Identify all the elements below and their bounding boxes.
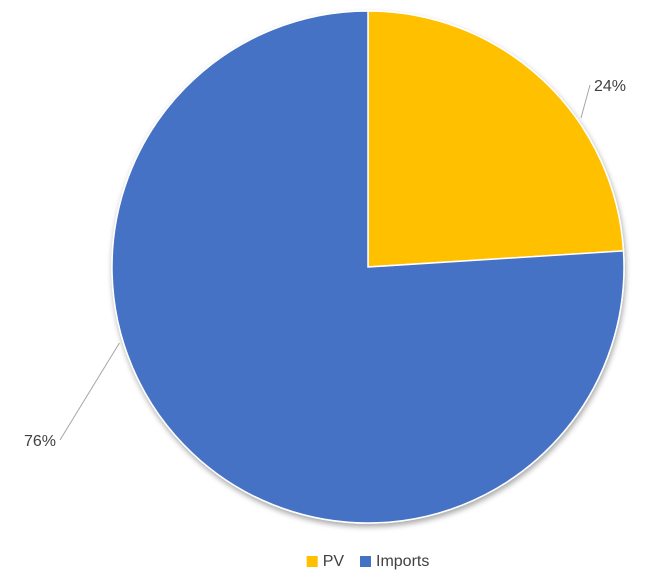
legend-swatch-pv [306,556,318,567]
legend-label-imports: Imports [376,553,429,570]
pie-slice-imports [111,10,625,524]
legend-swatch-imports [360,556,371,567]
data-label-pv: 24% [594,78,626,95]
leader-lines [59,84,591,441]
legend-label-pv: PV [323,553,345,570]
data-label-imports: 76% [24,433,56,450]
legend-item-pv: PV [306,553,345,570]
pie-slices [111,10,625,524]
legend-item-imports: Imports [360,553,429,570]
leader-line-imports [59,342,120,441]
data-labels: 24% 76% [24,78,626,450]
pie-slice-pv [367,10,625,268]
legend: PV Imports [306,553,429,570]
leader-line-pv [580,84,591,119]
